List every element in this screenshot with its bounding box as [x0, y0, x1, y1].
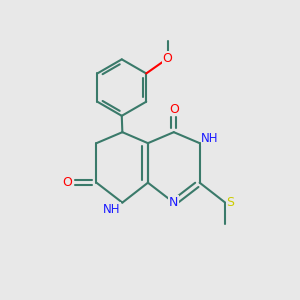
Text: NH: NH — [201, 132, 219, 145]
Text: O: O — [163, 52, 172, 64]
Text: O: O — [163, 52, 172, 64]
Text: N: N — [169, 196, 178, 209]
Text: O: O — [63, 176, 73, 189]
Text: S: S — [226, 196, 235, 209]
Text: O: O — [169, 103, 179, 116]
Text: NH: NH — [103, 202, 121, 216]
